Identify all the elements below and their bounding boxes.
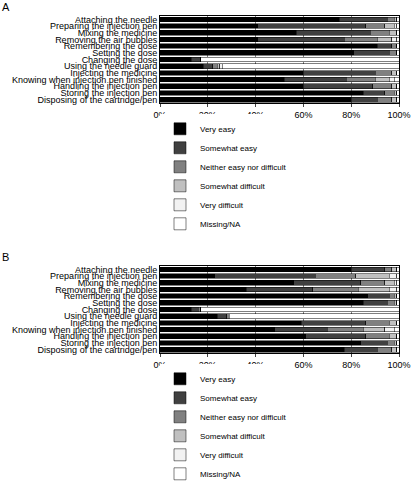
svg-text:Somewhat easy: Somewhat easy <box>200 394 257 403</box>
svg-text:Very easy: Very easy <box>200 375 235 384</box>
svg-text:Disposing of the cartridge/pen: Disposing of the cartridge/pen <box>38 95 158 105</box>
svg-text:Preparing the injection pen: Preparing the injection pen <box>50 271 157 281</box>
svg-text:Remembering the dose: Remembering the dose <box>64 41 158 51</box>
svg-text:Using the needle guard: Using the needle guard <box>64 311 157 321</box>
svg-text:Neither easy nor difficult: Neither easy nor difficult <box>200 163 286 172</box>
svg-text:Somewhat easy: Somewhat easy <box>200 144 257 153</box>
svg-text:Mixing the medicine: Mixing the medicine <box>78 278 158 288</box>
svg-text:Storing the injection pen: Storing the injection pen <box>61 88 158 98</box>
svg-text:Storing the injection pen: Storing the injection pen <box>61 338 158 348</box>
svg-text:Handling the injection pen: Handling the injection pen <box>54 81 158 91</box>
svg-text:A: A <box>2 1 10 13</box>
svg-text:80%: 80% <box>342 110 360 120</box>
svg-text:Injecting the medicine: Injecting the medicine <box>70 318 157 328</box>
svg-text:Injecting the medicine: Injecting the medicine <box>70 68 157 78</box>
svg-text:Remembering the dose: Remembering the dose <box>64 291 158 301</box>
svg-text:Changing the dose: Changing the dose <box>82 55 158 65</box>
svg-text:B: B <box>2 251 9 263</box>
svg-text:Preparing the injection pen: Preparing the injection pen <box>50 21 157 31</box>
svg-text:Mixing the medicine: Mixing the medicine <box>78 28 158 38</box>
svg-text:Changing the dose: Changing the dose <box>82 305 158 315</box>
svg-text:Attaching the needle: Attaching the needle <box>75 265 157 275</box>
svg-text:Disposing of the cartridge/pen: Disposing of the cartridge/pen <box>38 345 158 355</box>
svg-text:60%: 60% <box>294 110 312 120</box>
svg-text:Somewhat difficult: Somewhat difficult <box>200 432 266 441</box>
svg-text:Very difficult: Very difficult <box>200 201 244 210</box>
svg-text:Removing the air bubbles: Removing the air bubbles <box>55 285 158 295</box>
svg-text:Removing the air bubbles: Removing the air bubbles <box>55 35 158 45</box>
svg-text:Knowing when injection pen fin: Knowing when injection pen finished <box>12 75 157 85</box>
svg-text:Attaching the needle: Attaching the needle <box>75 15 157 25</box>
svg-text:Very easy: Very easy <box>200 125 235 134</box>
svg-text:Very difficult: Very difficult <box>200 451 244 460</box>
svg-text:Handling the injection pen: Handling the injection pen <box>54 331 158 341</box>
svg-text:Using the needle guard: Using the needle guard <box>64 61 157 71</box>
svg-text:Knowing when injection pen fin: Knowing when injection pen finished <box>12 325 157 335</box>
svg-text:Somewhat difficult: Somewhat difficult <box>200 182 266 191</box>
svg-text:Missing/NA: Missing/NA <box>200 470 241 479</box>
svg-text:Neither easy nor difficult: Neither easy nor difficult <box>200 413 286 422</box>
svg-text:80%: 80% <box>342 360 360 370</box>
svg-text:Missing/NA: Missing/NA <box>200 220 241 229</box>
svg-text:Setting the dose: Setting the dose <box>92 48 157 58</box>
svg-text:60%: 60% <box>294 360 312 370</box>
svg-text:Setting the dose: Setting the dose <box>92 298 157 308</box>
svg-text:100%: 100% <box>387 360 410 370</box>
svg-text:100%: 100% <box>387 110 410 120</box>
